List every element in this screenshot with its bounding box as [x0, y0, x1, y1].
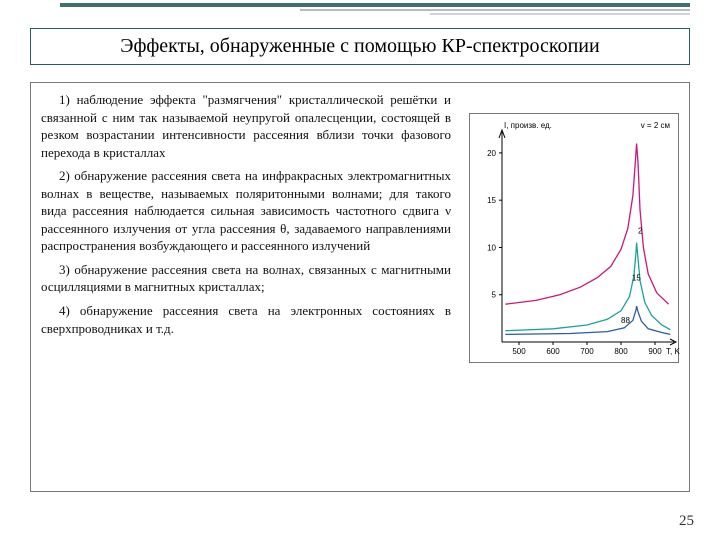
content-frame: 1) наблюдение эффекта "размягчения" крис… — [30, 82, 690, 492]
effect-item-2: 2) обнаружение рассеяния света на инфрак… — [41, 167, 451, 255]
header-decoration — [0, 0, 720, 18]
svg-text:10: 10 — [487, 243, 496, 252]
effect-item-4: 4) обнаружение рассеяния света на электр… — [41, 302, 451, 337]
page-number: 25 — [679, 513, 694, 530]
spectrum-chart-svg: 5 10 15 20 500 600 700 800 900 I, произв. ед. T, K… — [470, 114, 680, 364]
deco-line — [60, 3, 690, 7]
svg-text:T, K: T, K — [666, 347, 680, 356]
text-column: 1) наблюдение эффекта "размягчения" крис… — [41, 91, 451, 343]
svg-text:600: 600 — [546, 347, 560, 356]
svg-text:I, произв. ед.: I, произв. ед. — [504, 121, 552, 130]
svg-text:20: 20 — [487, 149, 496, 158]
svg-text:88: 88 — [621, 316, 630, 325]
effect-item-1: 1) наблюдение эффекта "размягчения" крис… — [41, 91, 451, 161]
effect-item-3: 3) обнаружение рассеяния света на волнах… — [41, 261, 451, 296]
svg-text:700: 700 — [580, 347, 594, 356]
svg-text:15: 15 — [632, 274, 641, 283]
deco-line — [300, 9, 690, 11]
svg-text:5: 5 — [492, 291, 497, 300]
spectrum-chart: 5 10 15 20 500 600 700 800 900 I, произв. ед. T, K… — [469, 113, 679, 363]
svg-text:800: 800 — [614, 347, 628, 356]
svg-text:500: 500 — [512, 347, 526, 356]
slide-title: Эффекты, обнаруженные с помощью КР-спект… — [30, 28, 690, 65]
svg-text:900: 900 — [648, 347, 662, 356]
svg-text:15: 15 — [487, 196, 496, 205]
svg-text:v = 2 см: v = 2 см — [641, 121, 670, 130]
deco-line — [430, 13, 690, 15]
svg-text:2: 2 — [638, 226, 643, 235]
